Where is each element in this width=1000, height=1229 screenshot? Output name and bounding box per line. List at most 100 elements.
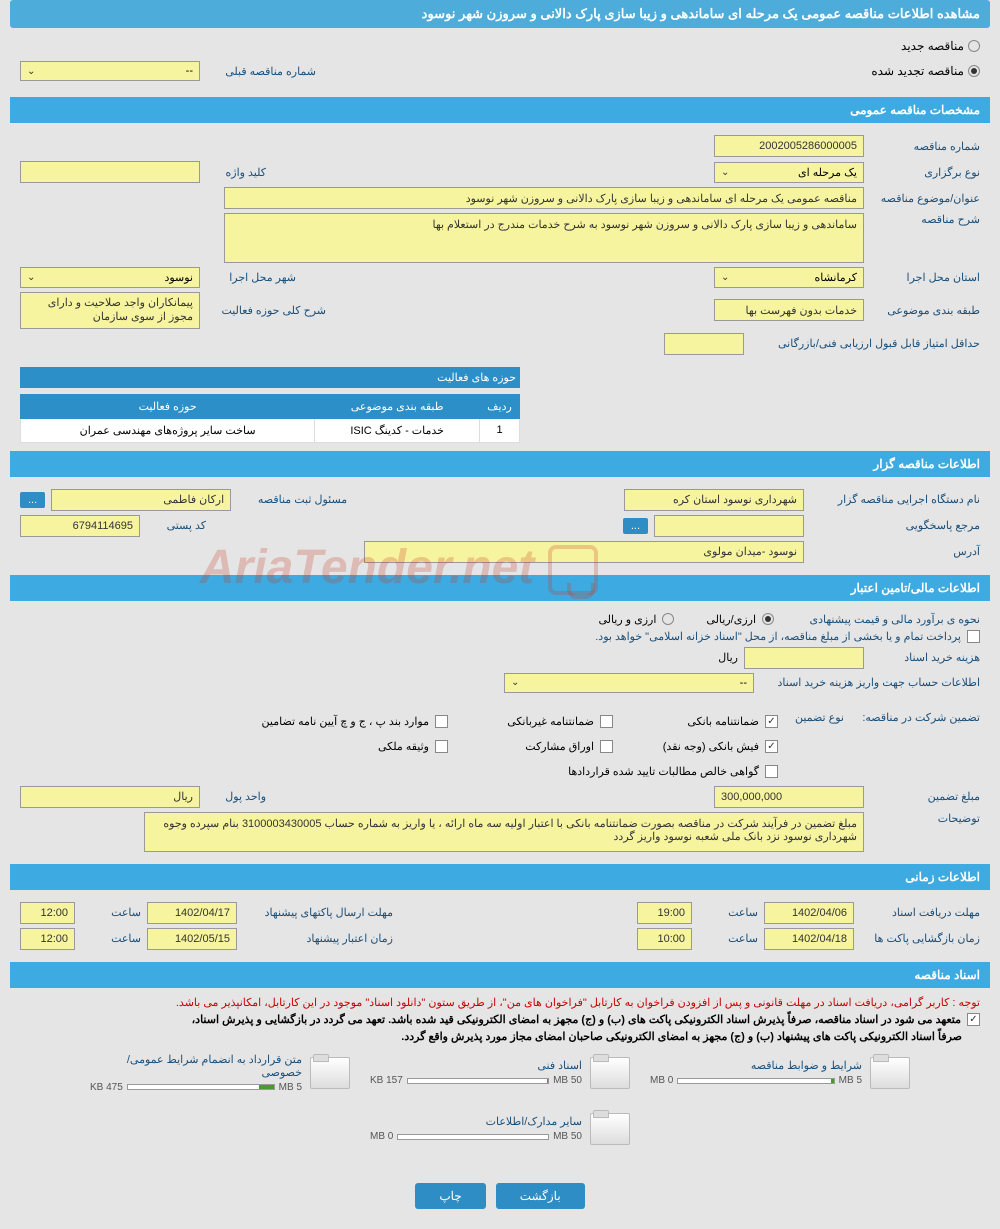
account-select[interactable]: --⌄ [504, 673, 754, 693]
prev-number-label: شماره مناقصه قبلی [206, 65, 316, 78]
submit-label: مهلت ارسال پاکتهای پیشنهاد [243, 906, 393, 919]
folder-icon [870, 1057, 910, 1089]
minscore-label: حداقل امتیاز قابل قبول ارزیابی فنی/بازرگ… [750, 337, 980, 350]
receive-time: 19:00 [637, 902, 692, 924]
open-label: زمان بازگشایی پاکت ها [860, 932, 980, 945]
address-field: نوسود -میدان مولوی [364, 541, 804, 563]
time-label-2: ساعت [81, 906, 141, 919]
owner-lookup-button[interactable]: ... [20, 492, 45, 508]
category-field: خدمات بدون فهرست بها [714, 299, 864, 321]
address-label: آدرس [810, 545, 980, 558]
doc-card[interactable]: شرایط و ضوابط مناقصه 5 MB 0 MB [650, 1053, 910, 1093]
g7-checkbox[interactable] [765, 765, 778, 778]
organizer-block: نام دستگاه اجرایی مناقصه گزار شهرداری نو… [10, 477, 990, 575]
doc-title: شرایط و ضوابط مناقصه [650, 1059, 862, 1072]
city-label: شهر محل اجرا [206, 271, 296, 284]
keyword-field[interactable] [20, 161, 200, 183]
g3-label: موارد بند پ ، ج و چ آیین نامه تضامین [262, 715, 429, 728]
radio-renewed[interactable] [968, 65, 980, 77]
activity-table-title: حوزه های فعالیت [20, 367, 520, 388]
opt2-label: ارزی و ریالی [598, 613, 656, 626]
category-label: طبقه بندی موضوعی [870, 304, 980, 317]
g3-checkbox[interactable] [435, 715, 448, 728]
g2-checkbox[interactable] [600, 715, 613, 728]
time-label-3: ساعت [698, 932, 758, 945]
owner-label: مسئول ثبت مناقصه [237, 493, 347, 506]
unit-field: ریال [20, 786, 200, 808]
gtype-label: تضمین شرکت در مناقصه: [850, 711, 980, 724]
time-label-1: ساعت [698, 906, 758, 919]
doc-card[interactable]: اسناد فنی 50 MB 157 KB [370, 1053, 630, 1093]
radio-new[interactable] [968, 40, 980, 52]
title-label: عنوان/موضوع مناقصه [870, 192, 980, 205]
contact-field [654, 515, 804, 537]
section-financial: اطلاعات مالی/تامین اعتبار [10, 575, 990, 601]
title-field: مناقصه عمومی یک مرحله ای ساماندهی و زیبا… [224, 187, 864, 209]
fee-label: هزینه خرید اسناد [870, 651, 980, 664]
notes-label: توضیحات [870, 812, 980, 825]
radio-renewed-label: مناقصه تجدید شده [871, 64, 964, 78]
page-title: مشاهده اطلاعات مناقصه عمومی یک مرحله ای … [10, 0, 990, 28]
org-label: نام دستگاه اجرایی مناقصه گزار [810, 493, 980, 506]
doc-grid: شرایط و ضوابط مناقصه 5 MB 0 MB اسناد فنی… [20, 1053, 980, 1145]
doc-title: سایر مدارک/اطلاعات [370, 1115, 582, 1128]
receive-label: مهلت دریافت اسناد [860, 906, 980, 919]
back-button[interactable]: بازگشت [496, 1183, 585, 1209]
org-field: شهرداری نوسود استان کره [624, 489, 804, 511]
radio-both[interactable] [662, 613, 674, 625]
province-label: استان محل اجرا [870, 271, 980, 284]
treasury-checkbox[interactable] [967, 630, 980, 643]
desc-label: شرح مناقصه [870, 213, 980, 226]
financial-block: نحوه ی برآورد مالی و قیمت پیشنهادی ارزی/… [10, 601, 990, 864]
tender-status-block: مناقصه جدید مناقصه تجدید شده شماره مناقص… [10, 28, 990, 97]
g5-label: اوراق مشارکت [454, 740, 594, 753]
g5-checkbox[interactable] [600, 740, 613, 753]
account-label: اطلاعات حساب جهت واریز هزینه خرید اسناد [760, 676, 980, 689]
g4-checkbox[interactable] [765, 740, 778, 753]
g6-label: وثیقه ملکی [378, 740, 429, 753]
notes-field: مبلغ تضمین در فرآیند شرکت در مناقصه بصور… [144, 812, 864, 852]
section-organizer: اطلاعات مناقصه گزار [10, 451, 990, 477]
submit-date: 1402/04/17 [147, 902, 237, 924]
commit-checkbox[interactable] [967, 1013, 980, 1026]
scope-field: پیمانکاران واجد صلاحیت و دارای مجوز از س… [20, 292, 200, 329]
unit-label: واحد پول [206, 790, 266, 803]
province-select[interactable]: کرمانشاه⌄ [714, 267, 864, 288]
section-timing: اطلاعات زمانی [10, 864, 990, 890]
footer-buttons: بازگشت چاپ [10, 1163, 990, 1229]
radio-new-label: مناقصه جدید [901, 39, 964, 53]
contact-lookup-button[interactable]: ... [623, 518, 648, 534]
minscore-field[interactable] [664, 333, 744, 355]
doc-card[interactable]: سایر مدارک/اطلاعات 50 MB 0 MB [370, 1113, 630, 1145]
table-row: 1 خدمات - کدینگ ISIC ساخت سایر پروژه‌های… [21, 418, 520, 442]
timing-block: مهلت دریافت اسناد 1402/04/06 ساعت 19:00 … [10, 890, 990, 962]
col-category: طبقه بندی موضوعی [315, 394, 480, 418]
type-select[interactable]: یک مرحله ای⌄ [714, 162, 864, 183]
keyword-label: کلید واژه [206, 166, 266, 179]
radio-rial[interactable] [762, 613, 774, 625]
folder-icon [590, 1057, 630, 1089]
bold-note-2: صرفاً اسناد الکترونیکی پاکت های پیشنهاد … [20, 1030, 962, 1043]
g1-label: ضمانتنامه بانکی [619, 715, 759, 728]
g6-checkbox[interactable] [435, 740, 448, 753]
doc-title: اسناد فنی [370, 1059, 582, 1072]
open-time: 10:00 [637, 928, 692, 950]
doc-card[interactable]: متن قرارداد به انضمام شرایط عمومی/خصوصی … [90, 1053, 350, 1093]
prev-number-select[interactable]: --⌄ [20, 61, 200, 81]
print-button[interactable]: چاپ [415, 1183, 485, 1209]
method-label: نحوه ی برآورد مالی و قیمت پیشنهادی [780, 613, 980, 626]
section-documents: اسناد مناقصه [10, 962, 990, 988]
postal-label: کد پستی [146, 519, 206, 532]
documents-block: توجه : کاربر گرامی، دریافت اسناد در مهلت… [10, 988, 990, 1163]
gtype-label2: نوع تضمین [784, 711, 844, 724]
postal-field: 6794114695 [20, 515, 140, 537]
number-label: شماره مناقصه [870, 140, 980, 153]
city-select[interactable]: نوسود⌄ [20, 267, 200, 288]
number-field: 2002005286000005 [714, 135, 864, 157]
chevron-down-icon: ⌄ [27, 272, 35, 283]
open-date: 1402/04/18 [764, 928, 854, 950]
g1-checkbox[interactable] [765, 715, 778, 728]
scope-label: شرح کلی حوزه فعالیت [206, 304, 326, 317]
g7-label: گواهی خالص مطالبات تایید شده قراردادها [568, 765, 759, 778]
fee-field[interactable] [744, 647, 864, 669]
